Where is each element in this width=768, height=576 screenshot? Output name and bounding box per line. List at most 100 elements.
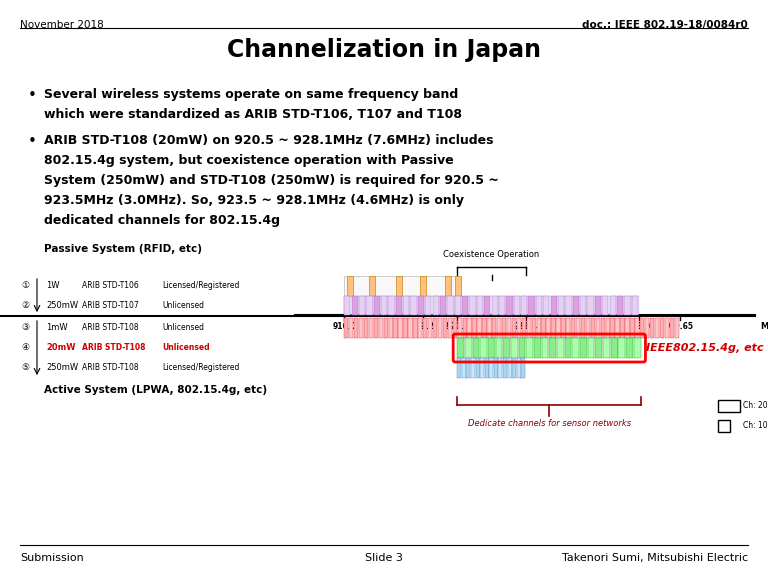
Bar bbox=[591, 318, 595, 338]
Text: Submission: Submission bbox=[20, 553, 84, 563]
Bar bbox=[512, 358, 516, 378]
Bar bbox=[506, 296, 512, 315]
Bar bbox=[514, 296, 520, 315]
Text: Channelization in Japan: Channelization in Japan bbox=[227, 38, 541, 62]
Text: Licensed/Registered: Licensed/Registered bbox=[162, 282, 240, 290]
Bar bbox=[403, 318, 408, 338]
Bar bbox=[472, 338, 479, 358]
Text: Dedicate channels for sensor networks: Dedicate channels for sensor networks bbox=[468, 419, 631, 428]
Bar bbox=[605, 318, 610, 338]
Bar bbox=[621, 318, 624, 338]
Text: 250mW: 250mW bbox=[46, 363, 78, 373]
Bar bbox=[452, 318, 457, 338]
Bar bbox=[344, 296, 350, 315]
Bar bbox=[457, 338, 464, 358]
Bar bbox=[655, 318, 659, 338]
Bar bbox=[670, 318, 674, 338]
Bar bbox=[650, 318, 654, 338]
Bar bbox=[557, 338, 564, 358]
Bar bbox=[428, 318, 432, 338]
Text: Passive System (RFID, etc): Passive System (RFID, etc) bbox=[44, 244, 202, 254]
Text: MHz: MHz bbox=[760, 322, 768, 331]
Bar bbox=[595, 338, 602, 358]
Bar bbox=[443, 318, 447, 338]
Text: Unlicensed: Unlicensed bbox=[162, 301, 204, 310]
Bar bbox=[624, 296, 631, 315]
Bar bbox=[503, 358, 507, 378]
Bar bbox=[466, 358, 470, 378]
Bar bbox=[718, 420, 730, 432]
Bar bbox=[462, 296, 468, 315]
Bar bbox=[410, 296, 417, 315]
Bar bbox=[425, 296, 432, 315]
Bar bbox=[389, 318, 393, 338]
Text: November 2018: November 2018 bbox=[20, 20, 104, 30]
Text: Slide 3: Slide 3 bbox=[365, 553, 403, 563]
Bar bbox=[558, 296, 564, 315]
Bar bbox=[465, 338, 472, 358]
Bar bbox=[517, 318, 521, 338]
Text: 919.2: 919.2 bbox=[411, 322, 435, 331]
Bar bbox=[625, 318, 630, 338]
Text: Coexistence Operation: Coexistence Operation bbox=[443, 250, 540, 259]
Text: ③: ③ bbox=[21, 324, 29, 332]
Bar bbox=[381, 296, 387, 315]
Bar bbox=[549, 338, 556, 358]
Bar bbox=[364, 318, 368, 338]
Text: ARIB STD-T106: ARIB STD-T106 bbox=[82, 282, 139, 290]
Bar bbox=[543, 296, 549, 315]
Text: System (250mW) and STD-T108 (250mW) is required for 920.5 ~: System (250mW) and STD-T108 (250mW) is r… bbox=[44, 174, 499, 187]
Bar bbox=[521, 358, 525, 378]
Bar bbox=[497, 318, 502, 338]
Bar bbox=[551, 296, 557, 315]
Bar bbox=[617, 296, 623, 315]
Bar bbox=[564, 338, 571, 358]
Bar bbox=[438, 318, 442, 338]
Bar bbox=[531, 318, 536, 338]
Bar bbox=[645, 318, 650, 338]
Bar bbox=[478, 318, 482, 338]
Bar bbox=[502, 318, 506, 338]
Bar bbox=[475, 358, 479, 378]
Bar bbox=[508, 358, 511, 378]
Text: 928.0: 928.0 bbox=[627, 322, 651, 331]
Bar bbox=[626, 338, 633, 358]
Bar bbox=[495, 338, 502, 358]
Text: ARIB STD-T108 (20mW) on 920.5 ~ 928.1MHz (7.6MHz) includes: ARIB STD-T108 (20mW) on 920.5 ~ 928.1MHz… bbox=[44, 134, 494, 147]
Text: Active System (LPWA, 802.15.4g, etc): Active System (LPWA, 802.15.4g, etc) bbox=[44, 385, 267, 395]
Text: Takenori Sumi, Mitsubishi Electric: Takenori Sumi, Mitsubishi Electric bbox=[562, 553, 748, 563]
Bar bbox=[447, 296, 454, 315]
Bar bbox=[346, 276, 353, 296]
Bar bbox=[477, 296, 483, 315]
Bar bbox=[379, 318, 383, 338]
Bar bbox=[499, 296, 505, 315]
Bar bbox=[471, 358, 475, 378]
Bar bbox=[665, 318, 669, 338]
Bar bbox=[393, 318, 398, 338]
Bar bbox=[488, 338, 495, 358]
Text: 929.65: 929.65 bbox=[665, 322, 694, 331]
Bar bbox=[399, 318, 402, 338]
Bar bbox=[611, 338, 617, 358]
Text: 923.5MHz (3.0MHz). So, 923.5 ~ 928.1MHz (4.6MHz) is only: 923.5MHz (3.0MHz). So, 923.5 ~ 928.1MHz … bbox=[44, 194, 464, 207]
Text: Unlicensed: Unlicensed bbox=[162, 324, 204, 332]
Bar bbox=[448, 318, 452, 338]
Bar bbox=[631, 318, 634, 338]
Text: which were standardized as ARIB STD-T106, T107 and T108: which were standardized as ARIB STD-T106… bbox=[44, 108, 462, 121]
Bar bbox=[494, 358, 498, 378]
Bar bbox=[433, 318, 437, 338]
Bar bbox=[462, 318, 467, 338]
Text: ④: ④ bbox=[21, 343, 29, 353]
Bar bbox=[534, 338, 541, 358]
Text: Unlicensed: Unlicensed bbox=[162, 343, 210, 353]
Bar bbox=[374, 318, 378, 338]
Text: ②: ② bbox=[21, 301, 29, 310]
Bar bbox=[528, 296, 535, 315]
Bar bbox=[527, 318, 531, 338]
Bar bbox=[432, 296, 439, 315]
Text: Licensed/Registered: Licensed/Registered bbox=[162, 363, 240, 373]
Bar bbox=[389, 296, 395, 315]
Bar bbox=[541, 318, 546, 338]
Bar bbox=[566, 318, 571, 338]
Bar bbox=[631, 296, 638, 315]
